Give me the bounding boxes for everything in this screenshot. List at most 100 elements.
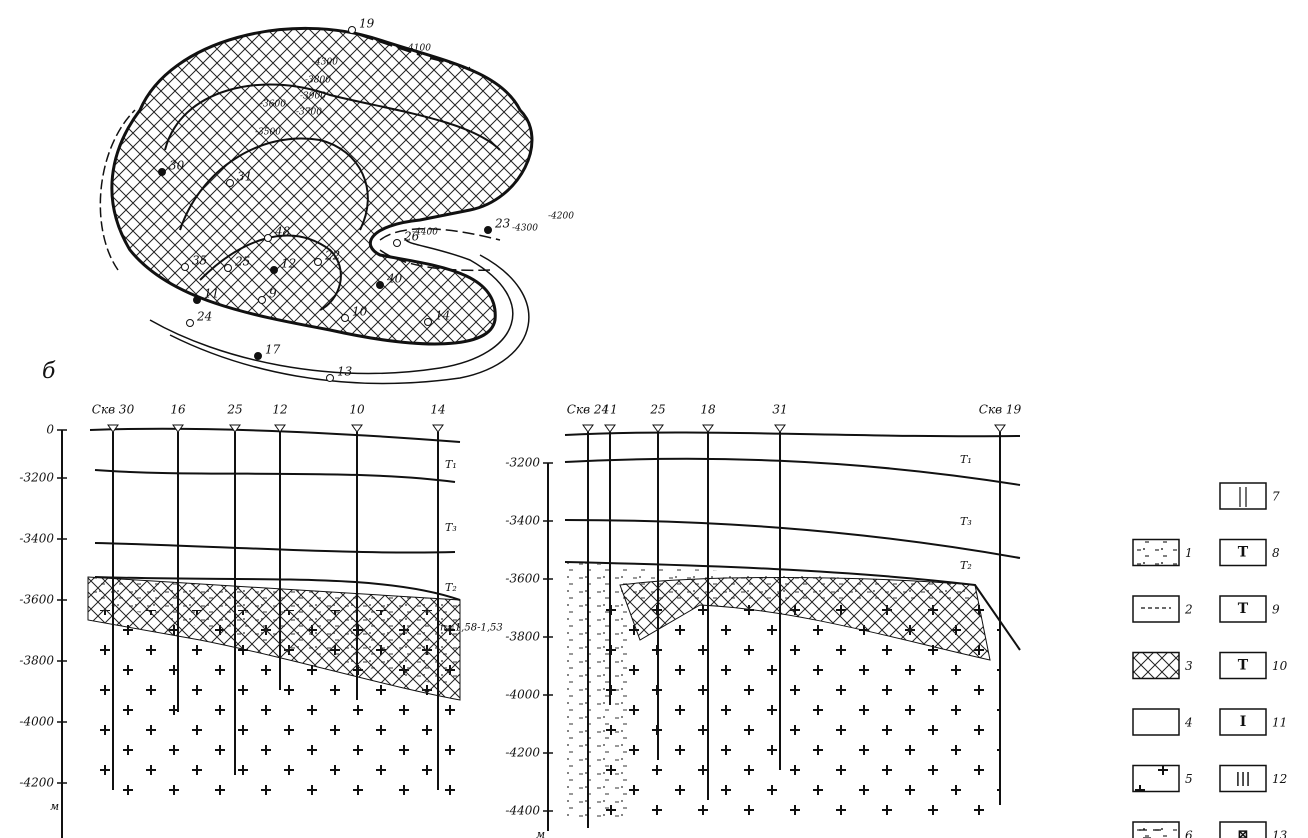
section-label: б — [42, 359, 56, 384]
well-head — [230, 425, 240, 432]
well-label: 13 — [337, 365, 353, 379]
legend-box — [1133, 653, 1179, 679]
depth-label: -3800 — [505, 630, 540, 644]
well — [394, 240, 401, 247]
well — [425, 319, 432, 326]
contour-label: -3600 — [260, 100, 286, 110]
legend-symbol: T — [1238, 658, 1249, 674]
legend-label: 5 — [1185, 772, 1193, 786]
well-label: 25 — [226, 403, 242, 417]
legend-label: 6 — [1185, 829, 1193, 838]
well — [327, 375, 334, 382]
well — [349, 27, 356, 34]
legend-label: 9 — [1272, 603, 1280, 617]
depth-label: -4000 — [19, 715, 54, 729]
well-label: 22 — [324, 249, 340, 263]
well — [315, 259, 322, 266]
legend-label: 3 — [1185, 659, 1193, 673]
legend-symbol: T — [1238, 601, 1249, 617]
depth-label: -3400 — [505, 514, 540, 528]
horizon — [95, 470, 455, 482]
well-label: 12 — [272, 403, 287, 417]
well — [377, 282, 384, 289]
well — [187, 320, 194, 327]
well-head — [352, 425, 362, 432]
well-label: 12 — [281, 257, 296, 271]
contour-label: -4100 — [405, 44, 431, 54]
well-label: 10 — [352, 305, 368, 319]
well-label: 25 — [234, 255, 250, 269]
depth-label: -3200 — [19, 471, 54, 485]
depth-label: -4200 — [19, 776, 54, 790]
well — [265, 235, 272, 242]
well-label: 31 — [772, 403, 787, 417]
layer-label: T₁ — [445, 458, 457, 471]
horizon — [565, 432, 1020, 436]
depth-label: -4200 — [505, 746, 540, 760]
depth-label: -4000 — [505, 688, 540, 702]
well-label: 25 — [649, 403, 665, 417]
legend-box — [1133, 596, 1179, 622]
horizon — [95, 543, 455, 553]
well — [194, 297, 201, 304]
well — [227, 180, 234, 187]
well-label: 35 — [192, 254, 207, 268]
well-label: 10 — [349, 403, 365, 417]
legend-label: 8 — [1272, 546, 1280, 560]
contour-label: -3800 — [305, 76, 331, 86]
horizon — [90, 429, 460, 442]
legend-symbol: I — [1240, 714, 1247, 730]
well-label: 48 — [274, 225, 291, 239]
legend-label: 13 — [1272, 829, 1288, 838]
well-label: 30 — [169, 159, 185, 173]
well-label: 14 — [430, 403, 445, 417]
layer-label: T₃ — [445, 521, 457, 534]
well — [159, 169, 166, 176]
legend-label: 10 — [1272, 659, 1288, 673]
well-head — [653, 425, 663, 432]
layer-label: T₃ — [960, 515, 972, 528]
legend-label: 12 — [1272, 772, 1287, 786]
contour-label: -4200 — [548, 212, 574, 222]
depth-label: -3600 — [505, 572, 540, 586]
layer-label: T₂ — [960, 559, 972, 572]
well-label: Скв 30 — [92, 403, 135, 417]
legend-box — [1133, 709, 1179, 735]
contour-label: -3500 — [255, 128, 281, 138]
well-label: 24 — [196, 310, 212, 324]
annotation: п=1,58-1,53 — [440, 623, 503, 634]
legend-symbol: T — [1238, 545, 1249, 561]
well-label: Скв 19 — [979, 403, 1022, 417]
legend-box — [1133, 540, 1179, 566]
legend-label: 11 — [1272, 716, 1287, 730]
well-head — [433, 425, 443, 432]
page: {"map": { "wells": ["19", "30", "31", "2… — [0, 0, 1308, 838]
well-head — [583, 425, 593, 432]
contour-label: -3700 — [296, 108, 322, 118]
well-label: 18 — [700, 403, 716, 417]
horizon — [565, 520, 1020, 558]
figure: 19303126233525124822119104014241713-4100… — [0, 0, 1308, 838]
contour-label: -4300 — [312, 58, 338, 68]
contour-label: -4300 — [512, 224, 538, 234]
well — [259, 297, 266, 304]
well-head — [995, 425, 1005, 432]
legend-label: 7 — [1272, 490, 1280, 504]
depth-label: -3800 — [19, 654, 54, 668]
unit-label: м — [50, 800, 59, 813]
legend-label: 4 — [1184, 716, 1193, 730]
layer-label: T₁ — [960, 453, 972, 466]
well-head — [703, 425, 713, 432]
well-label: 40 — [386, 272, 403, 286]
well-label: 16 — [170, 403, 186, 417]
well-label: 17 — [265, 343, 281, 357]
depth-label: -3400 — [19, 532, 54, 546]
legend-symbol: ||| — [1235, 771, 1250, 787]
well — [255, 353, 262, 360]
well-head — [775, 425, 785, 432]
legend-box — [1133, 766, 1179, 792]
well — [485, 227, 492, 234]
well-label: 23 — [494, 217, 511, 231]
depth-label: 0 — [46, 423, 54, 437]
well — [182, 264, 189, 271]
